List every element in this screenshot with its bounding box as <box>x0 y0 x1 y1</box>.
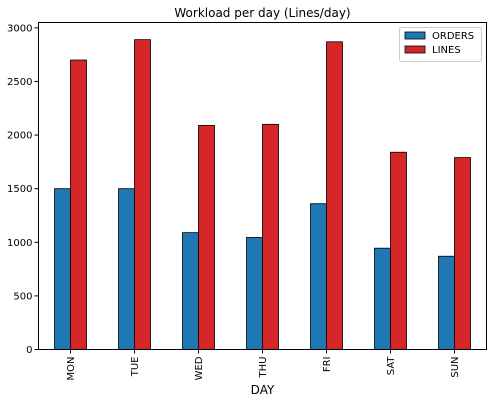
y-tick-label: 2000 <box>7 131 32 142</box>
bar-lines-sun <box>454 157 471 350</box>
bar-orders-tue <box>118 188 135 350</box>
x-tick-label-mon: MON <box>66 357 77 381</box>
y-tick-label: 1000 <box>7 238 32 249</box>
bar-lines-mon <box>70 59 87 350</box>
bar-orders-sat <box>374 247 391 350</box>
legend-label-lines: LINES <box>432 45 461 56</box>
y-axis: 0 500 1000 1500 2000 2500 3000 <box>7 23 39 356</box>
bar-lines-fri <box>326 41 343 350</box>
y-tick-label: 2500 <box>7 77 32 88</box>
bar-orders-thu <box>246 237 263 350</box>
chart-title: Workload per day (Lines/day) <box>174 6 350 20</box>
legend: ORDERS LINES <box>399 27 482 62</box>
bar-orders-mon <box>54 188 71 350</box>
bar-orders-sun <box>438 255 455 350</box>
bar-lines-tue <box>134 39 151 350</box>
legend-swatch-orders <box>404 31 426 40</box>
bars-group <box>54 39 471 350</box>
x-tick-label-sat: SAT <box>386 356 397 376</box>
x-tick-label-thu: THU <box>258 357 269 379</box>
y-tick-label: 500 <box>13 291 32 302</box>
y-tick-label: 0 <box>26 345 32 356</box>
bar-orders-fri <box>310 203 327 350</box>
bar-lines-wed <box>198 125 215 350</box>
bar-orders-wed <box>182 232 199 350</box>
legend-label-orders: ORDERS <box>432 31 474 42</box>
x-axis: MON TUE WED THU FRI SAT SUN <box>66 349 461 381</box>
x-tick-label-wed: WED <box>194 356 205 380</box>
x-axis-label: DAY <box>251 383 275 397</box>
bar-lines-sat <box>390 151 407 350</box>
y-tick-label: 3000 <box>7 23 32 34</box>
legend-swatch-lines <box>404 45 426 54</box>
x-tick-label-tue: TUE <box>130 357 141 378</box>
x-tick-label-fri: FRI <box>322 357 333 373</box>
x-tick-label-sun: SUN <box>450 357 461 378</box>
bar-lines-thu <box>262 123 279 350</box>
y-tick-label: 1500 <box>7 184 32 195</box>
